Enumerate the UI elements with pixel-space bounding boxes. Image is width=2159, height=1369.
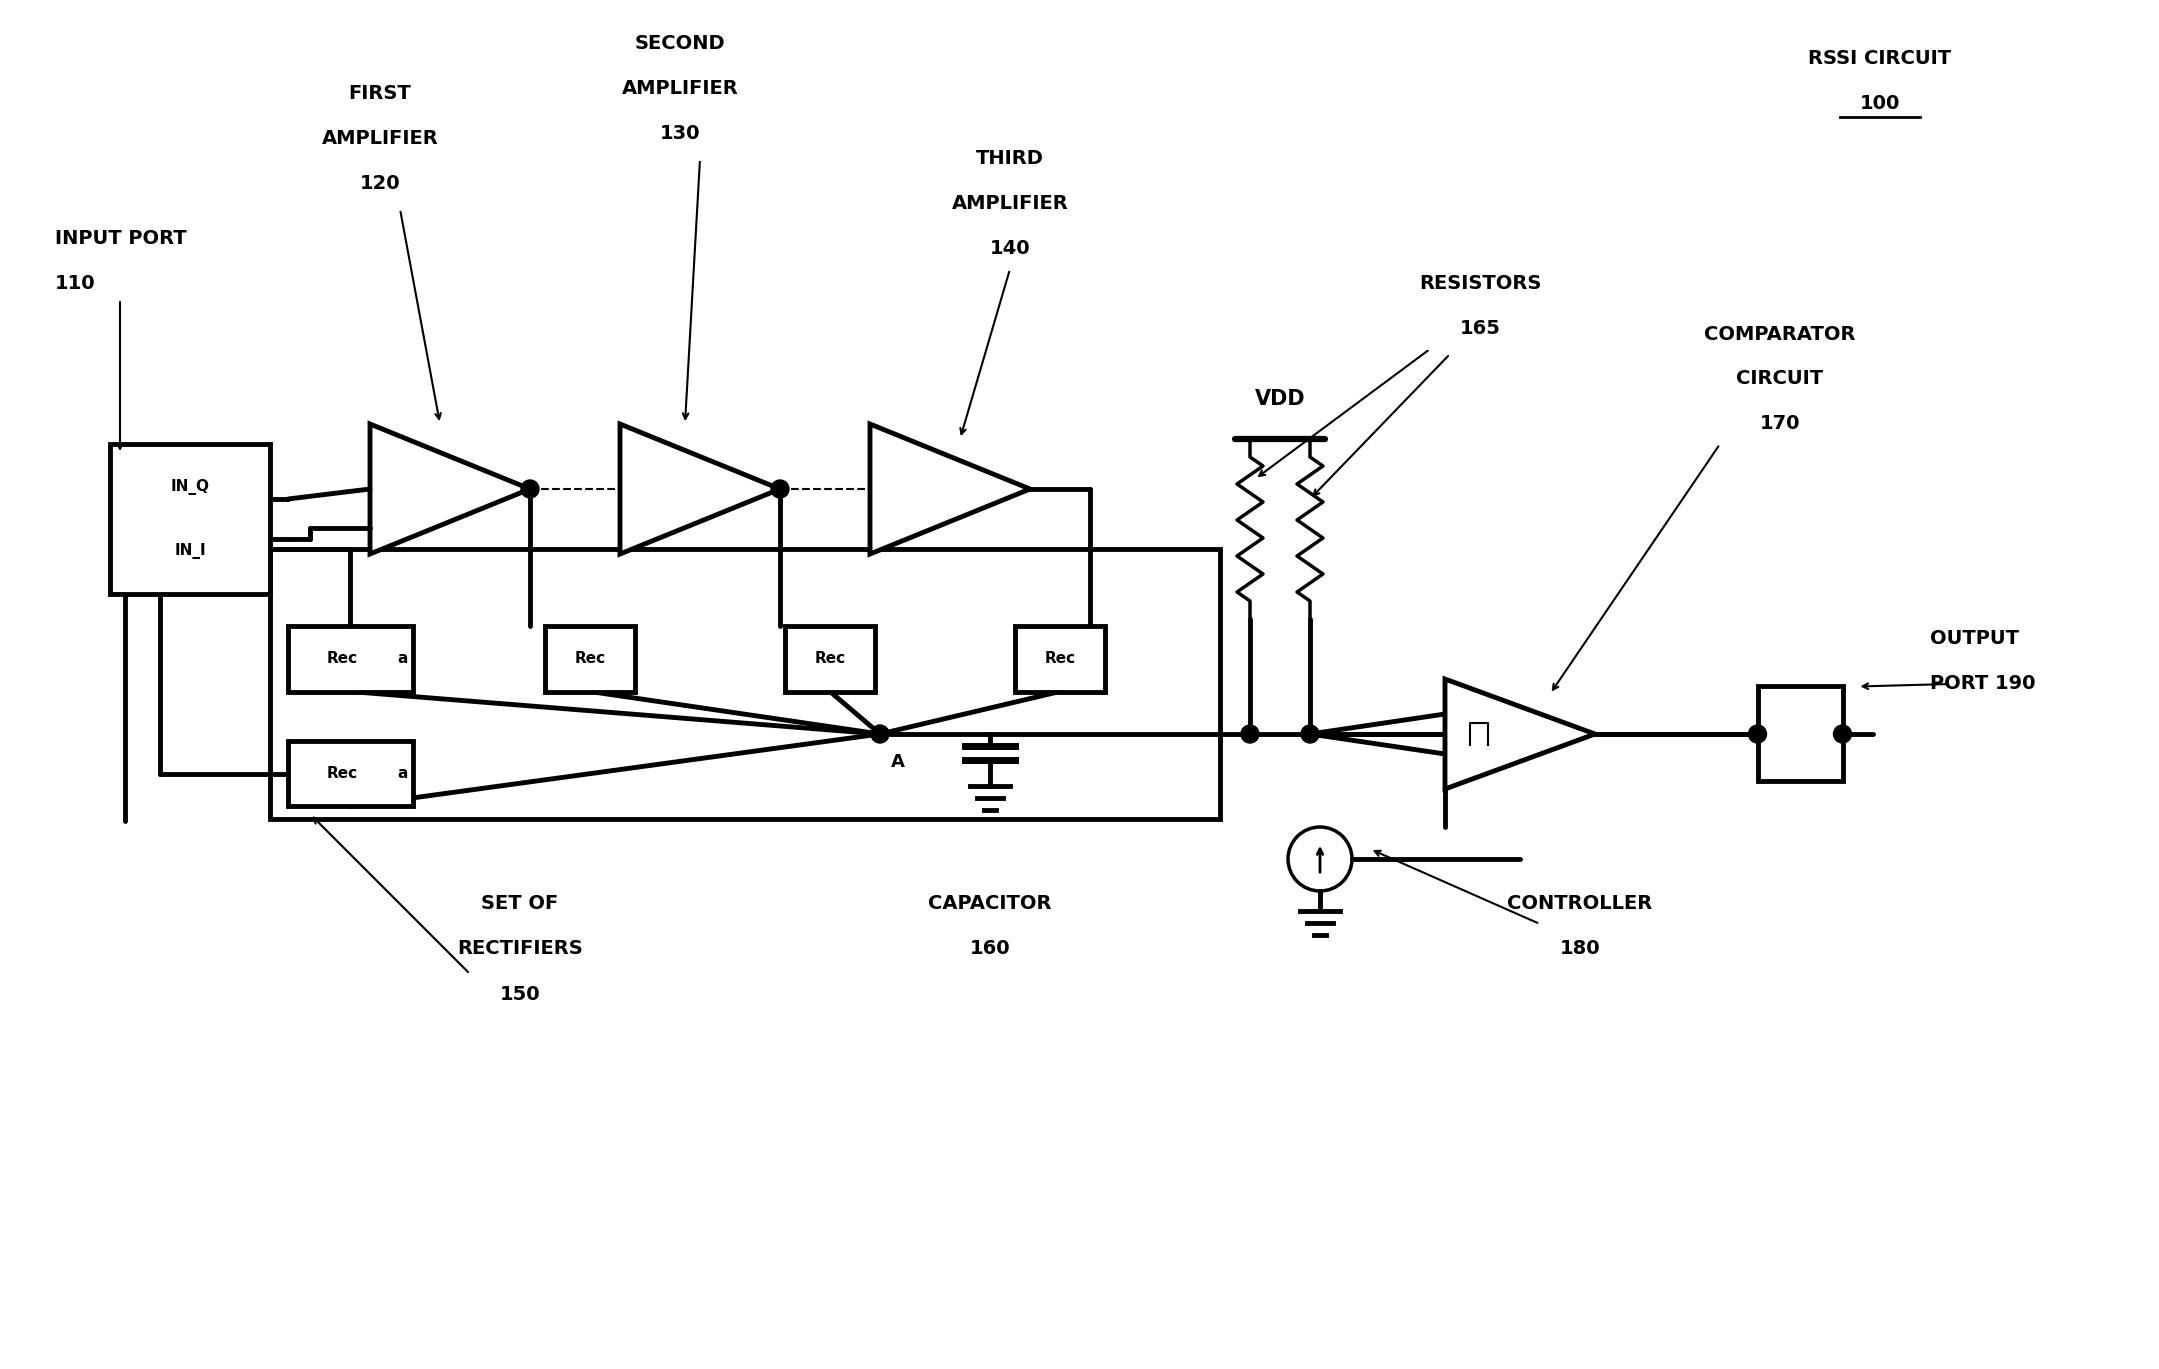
Text: VDD: VDD	[1254, 389, 1306, 409]
Text: AMPLIFIER: AMPLIFIER	[952, 194, 1069, 214]
FancyBboxPatch shape	[110, 444, 270, 594]
Text: 170: 170	[1760, 415, 1801, 434]
Text: 165: 165	[1459, 319, 1501, 338]
Text: Rec: Rec	[326, 652, 358, 667]
Text: RSSI CIRCUIT: RSSI CIRCUIT	[1809, 49, 1952, 68]
Circle shape	[870, 726, 890, 743]
Text: 120: 120	[361, 174, 399, 193]
Text: FIRST: FIRST	[348, 85, 412, 104]
Circle shape	[520, 481, 540, 498]
FancyBboxPatch shape	[270, 549, 1220, 819]
Circle shape	[771, 481, 788, 498]
FancyBboxPatch shape	[786, 627, 874, 691]
Text: a: a	[397, 767, 408, 782]
Text: RECTIFIERS: RECTIFIERS	[458, 939, 583, 958]
Circle shape	[1749, 726, 1766, 743]
Text: Rec: Rec	[814, 652, 846, 667]
Text: RESISTORS: RESISTORS	[1418, 275, 1542, 293]
Text: COMPARATOR: COMPARATOR	[1703, 324, 1857, 344]
FancyBboxPatch shape	[544, 627, 635, 691]
FancyBboxPatch shape	[287, 627, 412, 691]
Text: 130: 130	[661, 125, 700, 144]
Circle shape	[1241, 726, 1259, 743]
Text: AMPLIFIER: AMPLIFIER	[622, 79, 738, 99]
Text: SET OF: SET OF	[481, 894, 559, 913]
Text: 140: 140	[989, 240, 1030, 259]
Text: IN_Q: IN_Q	[171, 479, 209, 496]
Text: IN_I: IN_I	[175, 543, 205, 559]
Text: AMPLIFIER: AMPLIFIER	[322, 130, 438, 148]
Text: PORT 190: PORT 190	[1930, 675, 2036, 694]
Text: A: A	[892, 753, 905, 771]
Polygon shape	[620, 424, 779, 554]
Circle shape	[1302, 726, 1319, 743]
Text: Rec: Rec	[326, 767, 358, 782]
Text: 100: 100	[1859, 94, 1900, 114]
FancyBboxPatch shape	[1015, 627, 1105, 691]
Text: 180: 180	[1559, 939, 1600, 958]
Text: OUTPUT: OUTPUT	[1930, 630, 2019, 649]
FancyBboxPatch shape	[1757, 686, 1842, 782]
Text: CIRCUIT: CIRCUIT	[1736, 370, 1824, 389]
Text: 150: 150	[499, 984, 540, 1003]
Polygon shape	[1444, 679, 1596, 789]
Text: THIRD: THIRD	[976, 149, 1045, 168]
Text: INPUT PORT: INPUT PORT	[54, 230, 186, 249]
Text: SECOND: SECOND	[635, 34, 725, 53]
Text: 160: 160	[969, 939, 1010, 958]
Text: Rec: Rec	[574, 652, 605, 667]
Text: CAPACITOR: CAPACITOR	[928, 894, 1051, 913]
Polygon shape	[369, 424, 529, 554]
Text: 110: 110	[54, 275, 95, 293]
Text: a: a	[397, 652, 408, 667]
FancyBboxPatch shape	[287, 742, 412, 806]
Polygon shape	[870, 424, 1030, 554]
Text: Rec: Rec	[1045, 652, 1075, 667]
Text: CONTROLLER: CONTROLLER	[1507, 894, 1652, 913]
Circle shape	[1833, 726, 1852, 743]
